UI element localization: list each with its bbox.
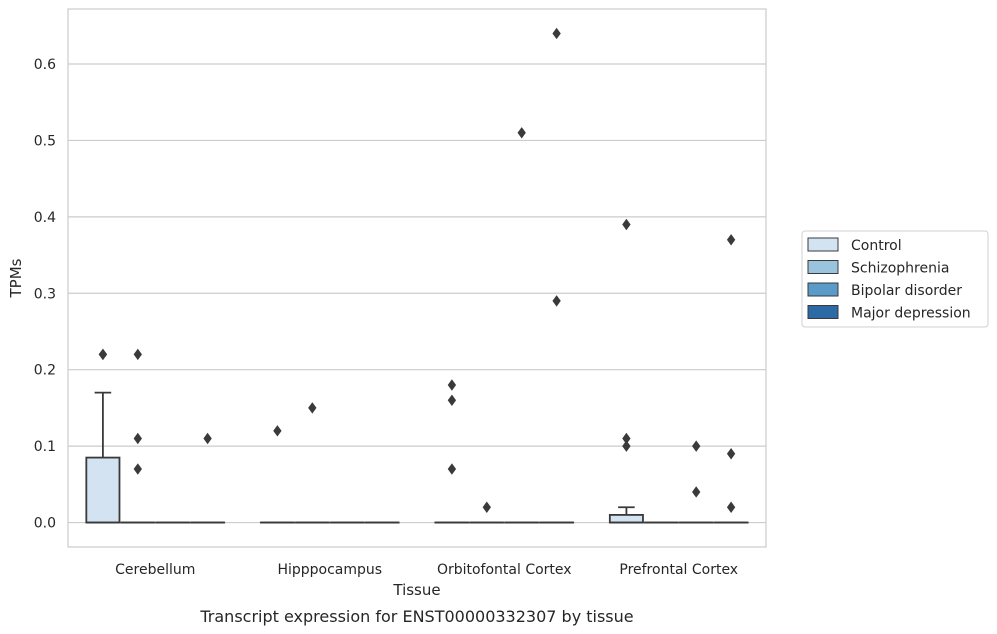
legend-label: Schizophrenia xyxy=(851,261,949,277)
outlier-point xyxy=(622,218,631,231)
box-plots xyxy=(85,27,749,524)
legend-label: Major depression xyxy=(851,306,971,322)
box-plot xyxy=(713,234,749,524)
y-axis-title: TPMs xyxy=(7,258,25,298)
legend-swatch xyxy=(807,260,839,274)
x-axis-title: Tissue xyxy=(392,581,440,599)
y-tick-labels: 0.0 0.1 0.2 0.3 0.4 0.5 0.6 xyxy=(34,57,56,532)
outlier-point xyxy=(552,295,561,307)
outlier-point xyxy=(692,440,701,452)
x-tick-label: Hipppocampus xyxy=(277,562,382,578)
outlier-point xyxy=(308,402,317,414)
outlier-point xyxy=(726,234,736,246)
outlier-point xyxy=(447,379,457,391)
outlier-point xyxy=(447,394,457,406)
box-plot xyxy=(678,440,714,524)
legend-swatch xyxy=(807,305,839,319)
outlier-point xyxy=(482,501,491,513)
y-tick-label: 0.0 xyxy=(34,516,56,532)
box xyxy=(608,514,644,524)
box-plot xyxy=(539,27,575,524)
box-plot xyxy=(259,425,295,524)
outlier-point xyxy=(98,348,108,361)
x-tick-label: Orbitofontal Cortex xyxy=(437,562,572,578)
box-plot xyxy=(85,348,121,524)
x-tick-label: Cerebellum xyxy=(115,562,195,578)
legend-swatch xyxy=(807,237,839,252)
legend-swatch xyxy=(807,282,839,297)
box-plot xyxy=(434,379,470,524)
outlier-point xyxy=(447,463,457,475)
outlier-point xyxy=(622,440,631,452)
outlier-point xyxy=(726,501,736,513)
outlier-point xyxy=(692,486,701,498)
plot-area xyxy=(67,8,767,548)
legend-label: Control xyxy=(851,238,902,254)
outlier-point xyxy=(517,127,526,139)
box xyxy=(85,456,121,524)
y-tick-label: 0.6 xyxy=(34,57,56,73)
outlier-point xyxy=(133,463,142,475)
x-tick-label: Prefrontal Cortex xyxy=(619,562,738,578)
x-tick-labels: Cerebellum Hipppocampus Orbitofontal Corte… xyxy=(115,562,738,578)
outlier-point xyxy=(726,448,736,460)
box-plot xyxy=(469,501,505,524)
box-plot xyxy=(504,127,540,524)
box-plot xyxy=(120,348,156,524)
legend: Control Schizophrenia Bipolar disorder Majo… xyxy=(801,230,989,328)
outlier-point xyxy=(552,27,561,40)
outlier-point xyxy=(203,432,212,445)
outlier-point xyxy=(133,348,142,361)
chart-caption: Transcript expression for ENST0000033230… xyxy=(199,607,633,626)
y-tick-label: 0.1 xyxy=(34,439,56,455)
box-plot xyxy=(294,402,330,524)
outlier-point xyxy=(273,425,282,437)
y-tick-label: 0.4 xyxy=(34,210,56,226)
legend-frame xyxy=(801,230,989,328)
outlier-point xyxy=(133,432,142,445)
box-plot xyxy=(190,432,226,524)
y-tick-label: 0.3 xyxy=(34,286,56,302)
legend-label: Bipolar disorder xyxy=(851,283,962,299)
y-tick-label: 0.5 xyxy=(34,133,56,149)
box-plot xyxy=(608,218,644,524)
y-tick-label: 0.2 xyxy=(34,363,56,379)
